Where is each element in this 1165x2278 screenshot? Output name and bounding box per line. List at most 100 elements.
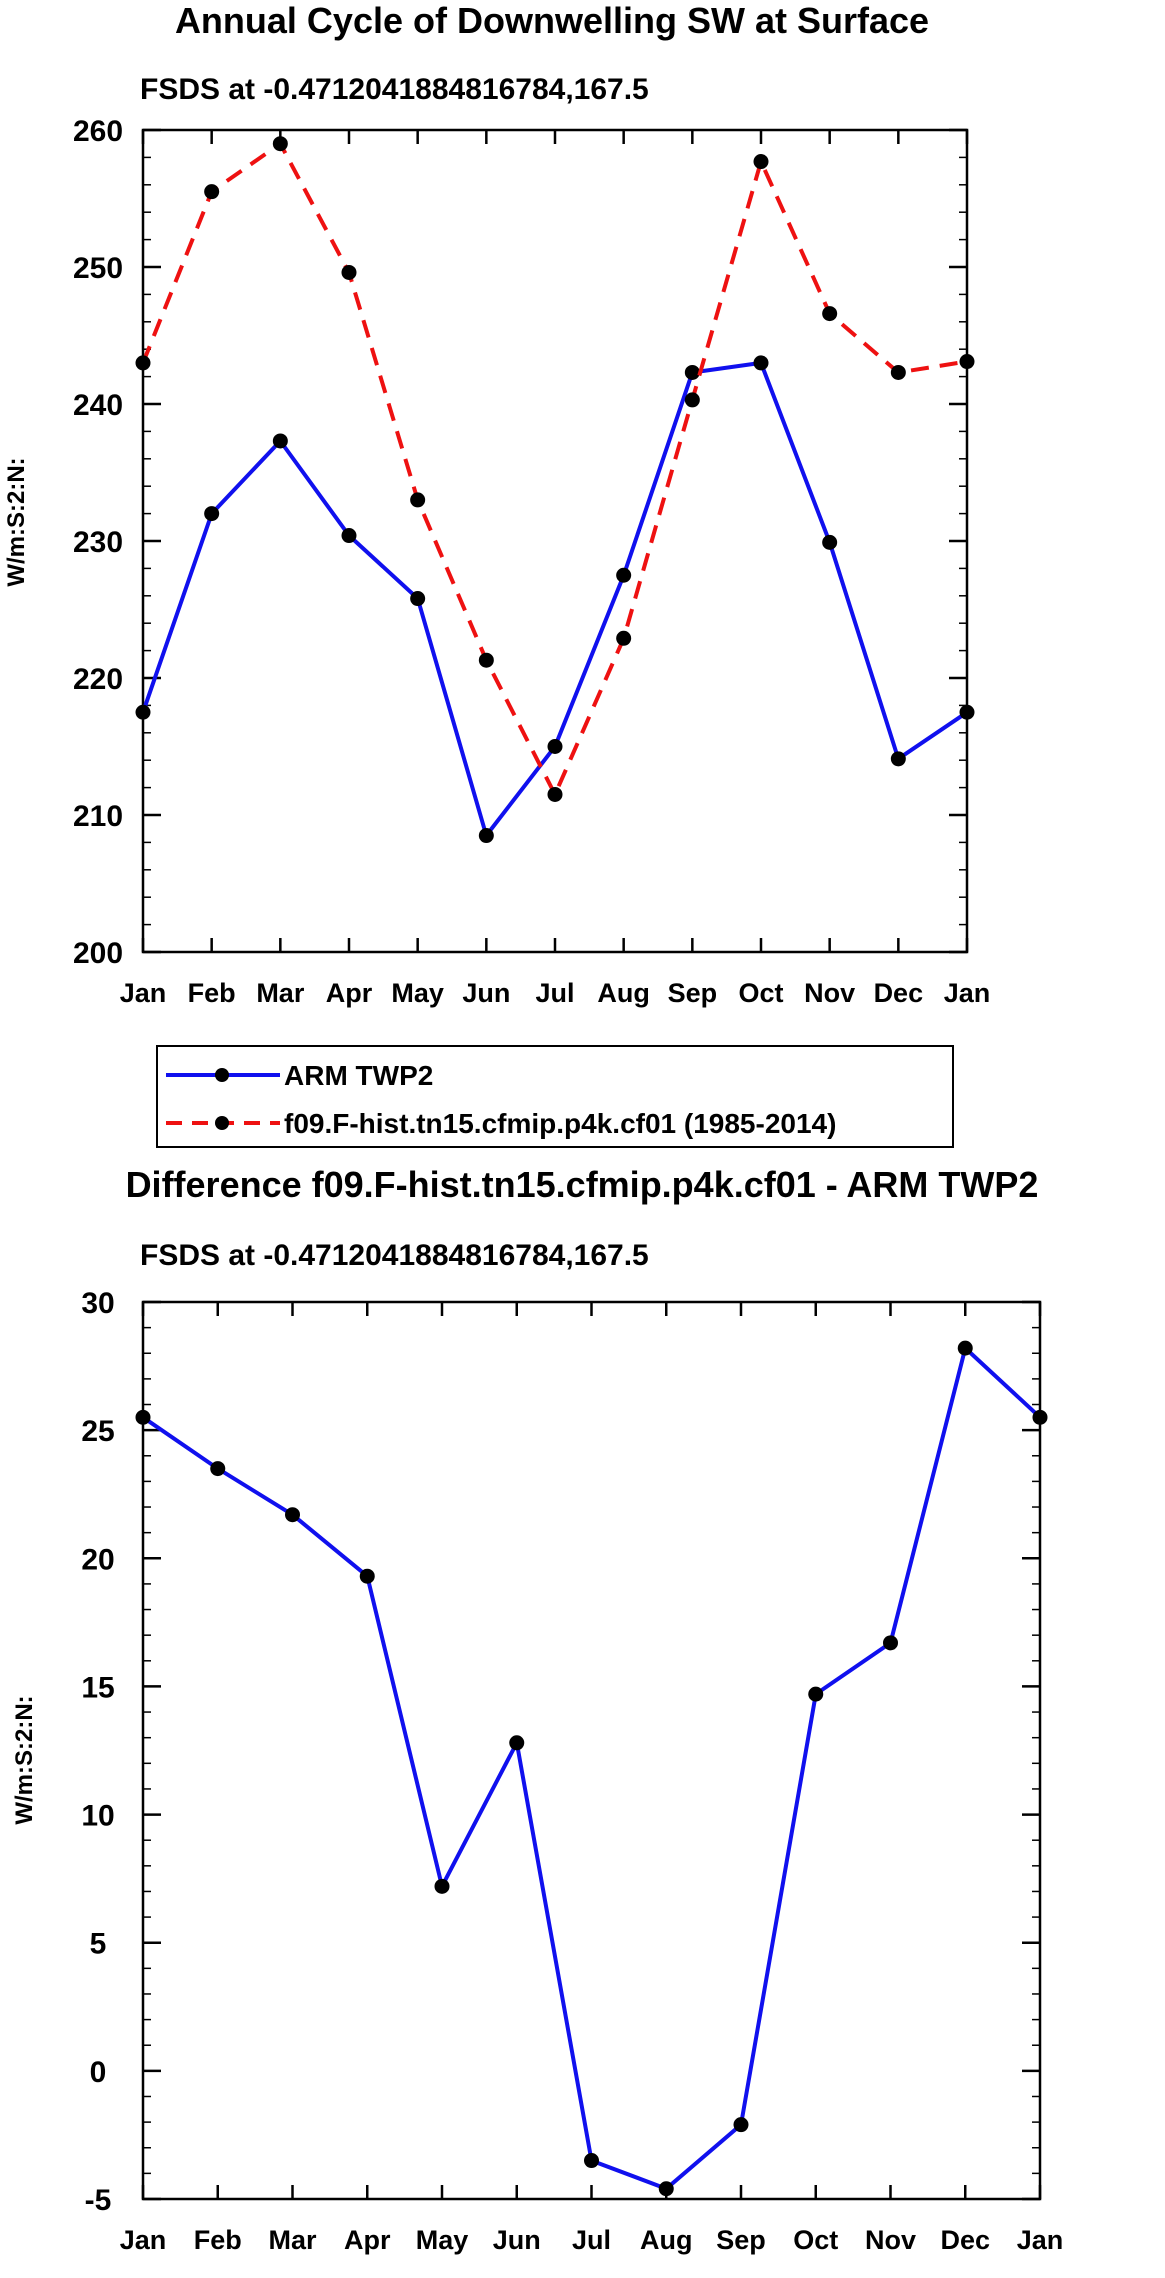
chart1-series-0-point	[272, 433, 288, 449]
chart1-ytick-label: 240	[73, 389, 123, 422]
chart1-xtick-label: Jul	[535, 978, 574, 1008]
chart1-xtick-label: Apr	[326, 978, 373, 1008]
chart2-xtick-label: Sep	[716, 2225, 766, 2255]
chart2-series-0-point	[957, 1340, 973, 1356]
legend-label-arm: ARM TWP2	[284, 1060, 433, 1091]
chart1-ytick-label: 230	[73, 526, 123, 559]
chart1-xtick-label: Sep	[668, 978, 718, 1008]
chart2-ytick-label: 30	[81, 1287, 114, 1320]
chart1-ytick-label: 200	[73, 937, 123, 970]
chart1-series-1-point	[272, 136, 288, 152]
chart2-xtick-label: Aug	[640, 2225, 692, 2255]
chart2-series-0-point	[509, 1735, 525, 1751]
chart2-ytick-label: 15	[81, 1671, 114, 1704]
chart1-series-1-point	[684, 392, 700, 408]
chart1-xtick-label: Nov	[804, 978, 855, 1008]
chart1-series-0-point	[478, 828, 494, 844]
chart2-series-0-point	[434, 1878, 450, 1894]
chart1-xtick-label: Jun	[462, 978, 510, 1008]
chart1-axes: Jan Feb Mar Apr May Jun Jul Aug Sep Oct Nov Dec Jan 2…	[73, 115, 990, 1008]
chart1-series-0-point	[959, 704, 975, 720]
chart2-title: Difference f09.F-hist.tn15.cfmip.p4k.cf0…	[126, 1164, 1039, 1205]
chart1-series-0-point	[204, 506, 220, 522]
chart1-series-1-point	[410, 492, 426, 508]
chart2-ytick-label: -5	[85, 2184, 112, 2217]
chart1-series-0-point	[410, 591, 426, 607]
chart1-xtick-label: Mar	[256, 978, 305, 1008]
chart2-ytick-label: 5	[90, 1928, 107, 1961]
chart1-plot-frame	[141, 128, 969, 954]
chart2-axes: Jan Feb Mar Apr May Jun Jul Aug Sep Oct Nov Dec Jan-…	[81, 1287, 1063, 2255]
chart2-plot-frame	[141, 1300, 1042, 2201]
chart1-ylabel: W/m:S:2:N:	[3, 457, 30, 586]
chart1-series-0-point	[684, 364, 700, 380]
chart2-ylabel: W/m:S:2:N:	[11, 1695, 38, 1824]
chart1-xtick-label: Oct	[738, 978, 783, 1008]
chart2-series-0-point	[210, 1461, 226, 1477]
chart1-series-1-point	[135, 355, 151, 371]
chart1-xtick-label: Feb	[188, 978, 236, 1008]
chart1-ytick-label: 210	[73, 800, 123, 833]
chart2-xtick-label: Oct	[793, 2225, 838, 2255]
chart1-series-0-point	[547, 739, 563, 754]
chart2-series-0-point	[733, 2117, 749, 2133]
chart2-xtick-label: Dec	[940, 2225, 990, 2255]
chart2-xtick-label: Jan	[1017, 2225, 1064, 2255]
chart2-ytick-label: 0	[90, 2056, 107, 2089]
chart2-xtick-label: Jun	[493, 2225, 541, 2255]
chart1-series-1-point	[959, 354, 975, 370]
chart1-xtick-label: Jan	[120, 978, 167, 1008]
chart2-xtick-label: Jul	[572, 2225, 611, 2255]
chart2-xtick-label: Apr	[344, 2225, 391, 2255]
chart2-series	[135, 1340, 1048, 2197]
chart2-series-line-0	[141, 1346, 1042, 2191]
chart2-xtick-label: Nov	[865, 2225, 916, 2255]
chart2-ytick-label: 20	[81, 1543, 114, 1576]
chart2-subtitle: FSDS at -0.4712041884816784,167.5	[140, 1239, 649, 1272]
legend-marker-model	[215, 1116, 229, 1130]
chart1-series-1-point	[753, 154, 769, 170]
chart2-series-0-point	[584, 2153, 599, 2169]
chart2-series-0-point	[359, 1568, 375, 1584]
chart2-series-0-point	[658, 2181, 674, 2197]
chart2-series-0-point	[1032, 1409, 1048, 1425]
chart1-xtick-label: Jan	[944, 978, 991, 1008]
chart1-series-1-point	[822, 306, 838, 322]
chart1-series	[135, 136, 975, 844]
chart2-xtick-label: May	[416, 2225, 469, 2255]
chart1-xtick-label: Dec	[874, 978, 924, 1008]
chart1-series-0-point	[135, 704, 151, 720]
chart1-series-1-point	[204, 184, 220, 200]
legend-box	[156, 1045, 954, 1148]
chart2-series-0-point	[135, 1409, 151, 1425]
chart1-ytick-label: 220	[73, 663, 123, 696]
chart1-series-line-1	[141, 141, 968, 797]
chart1-ytick-label: 260	[73, 115, 123, 148]
chart1-series-0-point	[890, 751, 906, 767]
chart1-series-0-point	[822, 534, 838, 550]
chart1-series-0-point	[341, 528, 357, 544]
chart1-xtick-label: Aug	[597, 978, 649, 1008]
chart1-series-line-0	[141, 360, 969, 838]
chart1-series-1-point	[341, 264, 357, 280]
chart1-series-1-point	[616, 630, 632, 646]
chart2-xtick-label: Feb	[194, 2225, 242, 2255]
chart1-series-0-point	[753, 355, 769, 371]
chart2-ytick-label: 10	[81, 1800, 114, 1833]
chart2-series-0-point	[883, 1635, 898, 1651]
legend-label-model: f09.F-hist.tn15.cfmip.p4k.cf01 (1985-201…	[284, 1108, 836, 1139]
chart1-series-0-point	[616, 567, 632, 583]
chart1-series-1-point	[478, 652, 494, 668]
chart2-ytick-label: 25	[81, 1415, 114, 1448]
chart2-series-0-point	[285, 1507, 300, 1523]
chart1-title: Annual Cycle of Downwelling SW at Surfac…	[175, 0, 929, 41]
chart2-series-0-point	[808, 1686, 824, 1702]
chart1-ytick-label: 250	[73, 252, 123, 285]
chart2-xtick-label: Jan	[120, 2225, 167, 2255]
chart2-xtick-label: Mar	[268, 2225, 317, 2255]
chart1-xtick-label: May	[391, 978, 444, 1008]
legend: ARM TWP2 f09.F-hist.tn15.cfmip.p4k.cf01 …	[156, 1045, 954, 1148]
chart1-series-1-point	[890, 364, 906, 380]
chart1-subtitle: FSDS at -0.4712041884816784,167.5	[140, 73, 649, 106]
